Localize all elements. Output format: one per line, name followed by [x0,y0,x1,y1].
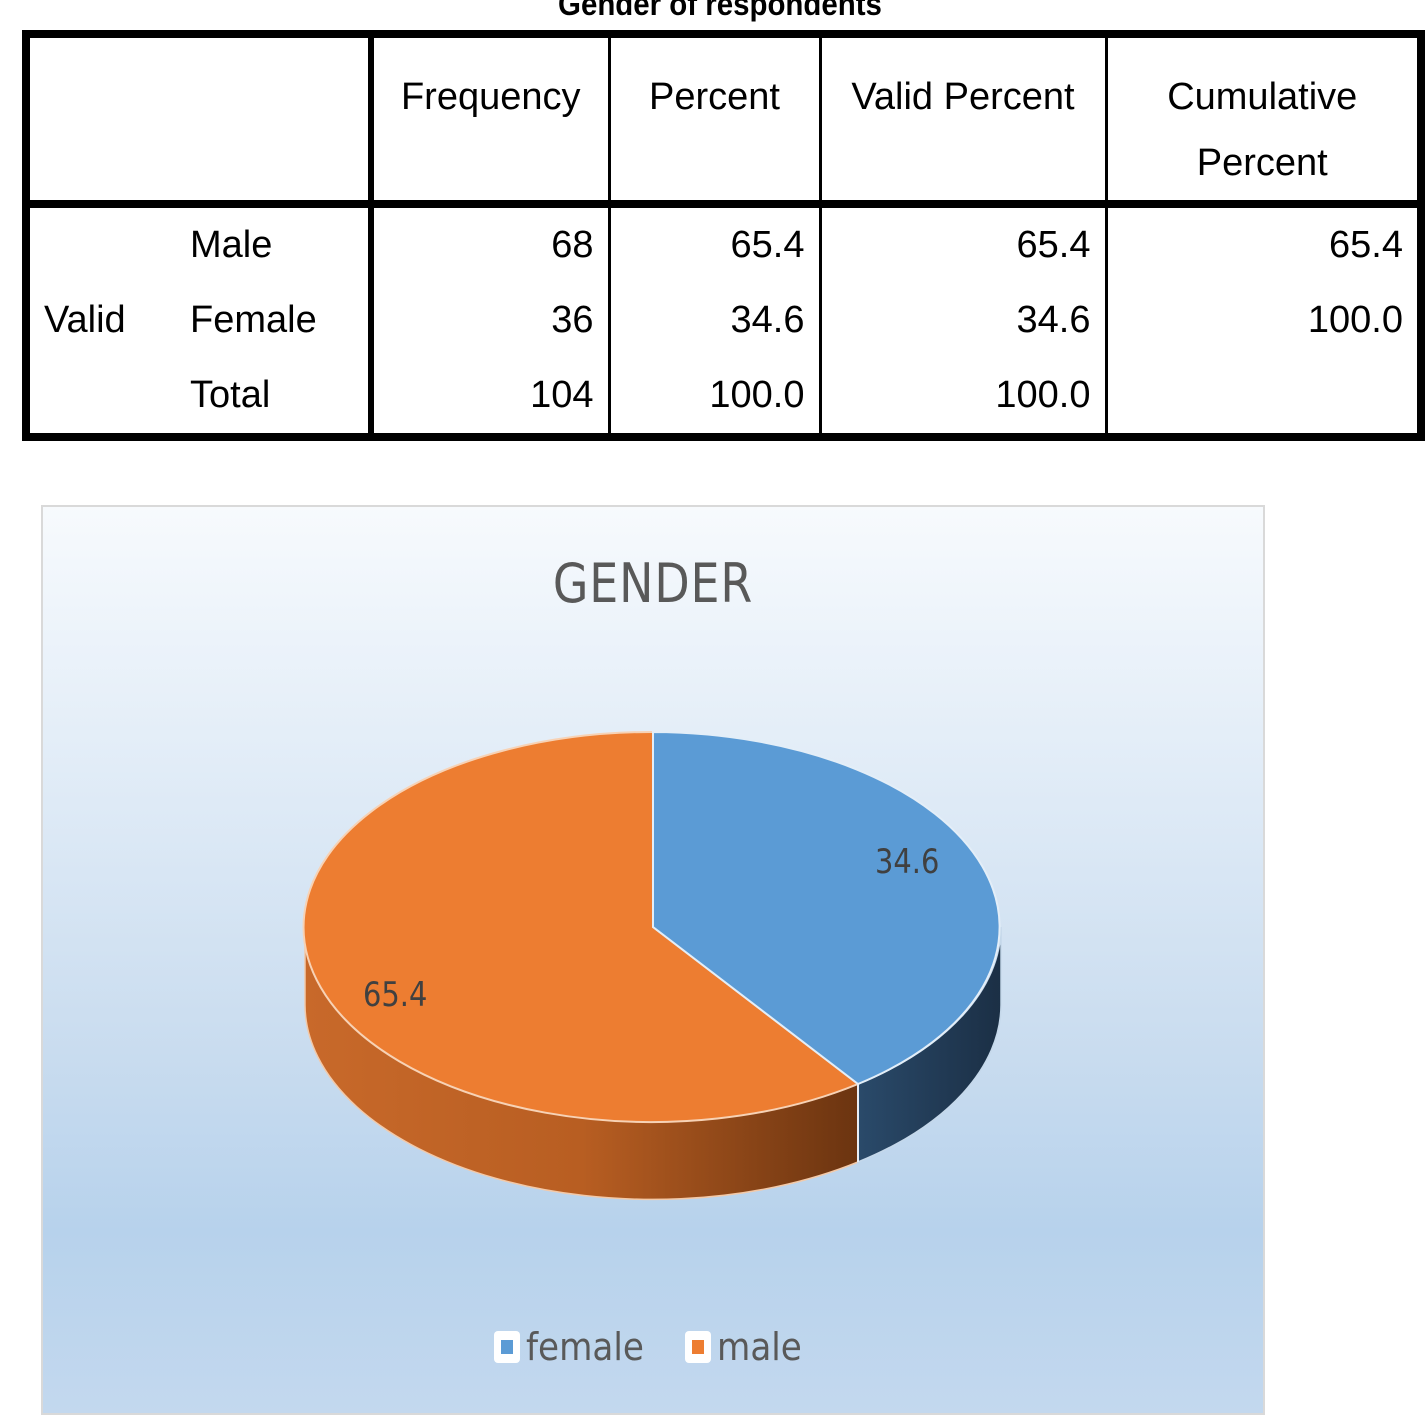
cell-frequency: 104 [371,358,611,437]
data-label-female: 34.6 [875,842,940,882]
cell-cumulative-percent [1106,358,1421,437]
row-label: Female [176,283,374,358]
pie-chart-area: GENDER 34.6 65.4 female [41,505,1265,1415]
group-label-valid: Valid [44,299,126,341]
male-slice [302,730,860,1123]
header-cumulative-percent: Cumulative Percent [1106,34,1421,208]
header-cumulative-line2: Percent [1196,142,1328,184]
cell-cumulative-percent: 100.0 [1307,299,1403,341]
cell-percent: 100.0 [609,358,822,437]
legend-swatch-female-icon [501,1340,514,1354]
row-label: Male [176,204,374,283]
female-slice [652,730,1001,1086]
table-row: Valid Male 68 65.4 65.4 65.4 [26,204,1421,341]
pie-chart-3d [302,730,1002,1201]
table-title: Gender of respondents [558,0,882,22]
legend-swatch-male-icon [692,1340,705,1354]
legend-item-female: female [494,1325,657,1369]
cell-percent: 34.6 [609,283,822,358]
cell-valid-percent: 34.6 [820,283,1108,358]
header-percent: Percent [609,34,822,208]
cell-cumulative-percent: 65.4 [1329,224,1403,266]
cell-frequency: 36 [371,283,611,358]
data-label-male: 65.4 [363,975,428,1015]
legend-label-male: male [717,1325,803,1369]
header-empty-cell [26,34,374,208]
cell-percent: 65.4 [609,204,822,283]
frequency-table: Frequency Percent Valid Percent Cumulati… [22,30,1425,441]
legend-label-female: female [526,1325,645,1369]
table-row: Total 104 100.0 100.0 [26,358,1421,437]
header-cumulative-line1: Cumulative [1167,76,1358,118]
header-frequency: Frequency [371,34,611,208]
table-header-row: Frequency Percent Valid Percent Cumulati… [26,34,1421,208]
chart-legend: female male [43,1325,1263,1369]
table-row: Female 36 34.6 34.6 100.0 [26,283,1421,358]
cell-valid-percent: 65.4 [820,204,1108,283]
legend-item-male: male [685,1325,811,1369]
chart-title: GENDER [552,552,754,615]
cell-valid-percent: 100.0 [820,358,1108,437]
header-valid-percent: Valid Percent [820,34,1108,208]
row-label: Total [176,358,374,437]
cell-frequency: 68 [371,204,611,283]
